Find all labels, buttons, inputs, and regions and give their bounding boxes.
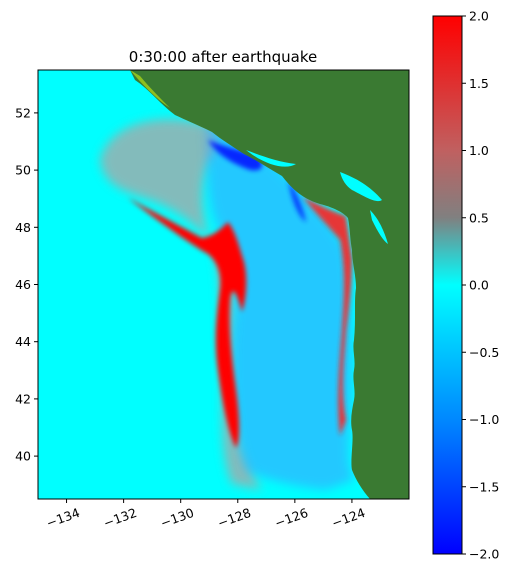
tidal-flat-fringe	[130, 70, 170, 108]
y-axis: 40 42 44 46 48 50 52	[15, 105, 38, 464]
x-tick-label: −132	[101, 505, 138, 531]
colorbar	[432, 15, 463, 555]
x-tick-label: −130	[158, 505, 195, 531]
y-tick-label: 46	[15, 277, 31, 292]
colorbar-tick-label: 0.0	[469, 278, 489, 293]
inland-water-channel-north	[246, 150, 296, 167]
colorbar-tick-label: 0.5	[469, 210, 489, 225]
deep-blue-patch-north	[208, 140, 263, 171]
y-tick-label: 48	[15, 220, 31, 235]
y-tick-label: 44	[15, 334, 31, 349]
colorbar-tick-label: 2.0	[469, 9, 489, 24]
x-tick-label: −126	[273, 505, 310, 531]
blue-trough-region	[206, 126, 354, 490]
red-coastal-strip	[302, 196, 352, 436]
deep-blue-patch-central	[288, 180, 306, 222]
red-wave-crest	[128, 198, 247, 448]
map-plot-area	[38, 70, 409, 499]
x-tick-label: −128	[216, 505, 253, 531]
y-tick-label: 40	[15, 449, 31, 464]
x-axis: −134 −132 −130 −128 −126 −124	[44, 499, 367, 531]
land-mass	[130, 70, 409, 499]
x-tick-label: −134	[44, 505, 81, 531]
colorbar-tick-label: 1.5	[469, 76, 489, 91]
colorbar-tick-label: 1.0	[469, 143, 489, 158]
y-tick-label: 50	[15, 163, 31, 178]
chart-title: 0:30:00 after earthquake	[129, 48, 317, 66]
colorbar-tick-label: −1.5	[469, 479, 499, 494]
colorbar-tick-label: −0.5	[469, 345, 499, 360]
inland-water-strait	[340, 172, 382, 202]
y-tick-label: 52	[15, 105, 31, 120]
y-tick-label: 42	[15, 391, 31, 406]
x-tick-label: −124	[330, 505, 367, 531]
colorbar-tick-label: −1.0	[469, 412, 499, 427]
colorbar-tick-label: −2.0	[469, 547, 499, 562]
colorbar-axis: 2.0 1.5 1.0 0.5 0.0 −0.5 −1.0 −1.5 −2.0	[462, 9, 499, 562]
inland-water-sound	[370, 210, 388, 244]
